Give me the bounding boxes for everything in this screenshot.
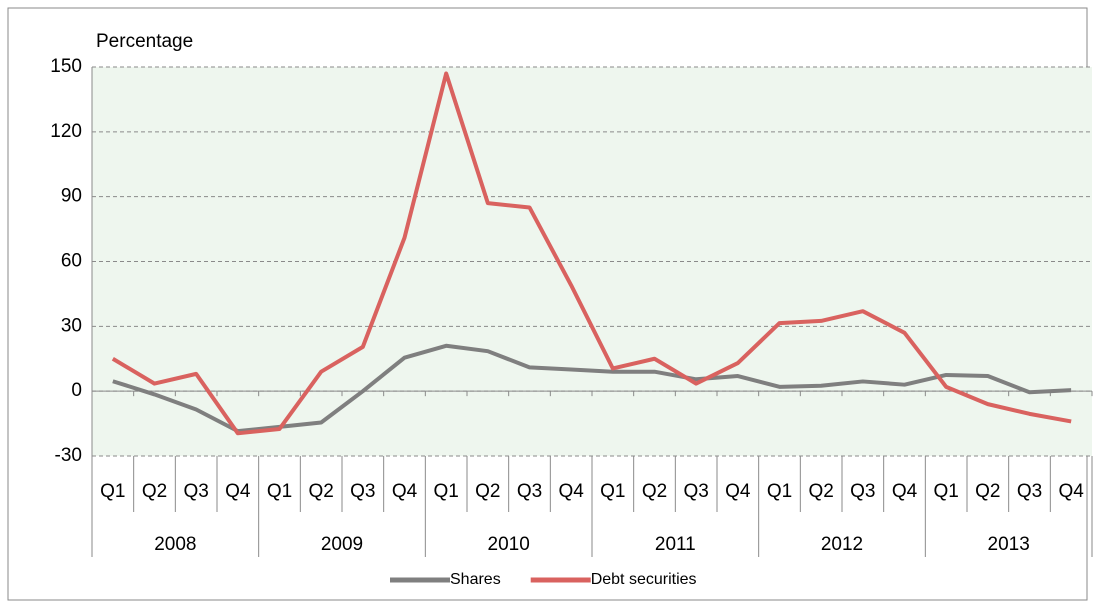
y-tick-label: -30 (55, 445, 82, 466)
line-series (111, 71, 1072, 436)
x-tick-label: Q2 (808, 481, 833, 502)
x-tick-label: Q3 (183, 481, 208, 502)
year-label: 2008 (154, 534, 196, 555)
year-label: 2009 (321, 534, 363, 555)
y-tick-label: 120 (50, 121, 82, 142)
y-tick-label: 30 (61, 315, 82, 336)
x-tick-label: Q4 (558, 481, 584, 502)
x-tick-label: Q2 (642, 481, 667, 502)
x-tick-label: Q4 (892, 481, 918, 502)
line-series (112, 343, 1072, 434)
y-tick-label: 150 (50, 56, 82, 77)
legend-label: Shares (450, 571, 501, 588)
x-tick-label: Q1 (933, 481, 958, 502)
y-axis-label: Percentage (96, 31, 193, 52)
x-tick-label: Q3 (517, 481, 542, 502)
legend-label: Debt securities (591, 571, 697, 588)
y-tick-label: 0 (71, 380, 82, 401)
x-tick-label: Q4 (225, 481, 251, 502)
x-tick-label: Q4 (725, 481, 751, 502)
year-label: 2012 (821, 534, 863, 555)
y-tick-label: 90 (61, 186, 82, 207)
x-tick-label: Q1 (600, 481, 625, 502)
x-tick-label: Q2 (308, 481, 333, 502)
x-tick-label: Q3 (350, 481, 375, 502)
year-label: 2011 (655, 534, 696, 555)
y-tick-label: 60 (61, 251, 82, 272)
x-tick-label: Q3 (683, 481, 708, 502)
x-tick-label: Q1 (267, 481, 292, 502)
x-tick-label: Q4 (392, 481, 418, 502)
x-tick-label: Q2 (142, 481, 167, 502)
x-tick-label: Q3 (1017, 481, 1042, 502)
x-tick-label: Q2 (975, 481, 1000, 502)
x-tick-label: Q4 (1058, 481, 1084, 502)
x-tick-label: Q1 (433, 481, 458, 502)
year-label: 2013 (988, 534, 1030, 555)
x-tick-label: Q1 (100, 481, 125, 502)
x-tick-label: Q3 (850, 481, 875, 502)
year-label: 2010 (488, 534, 530, 555)
x-tick-label: Q1 (767, 481, 792, 502)
x-tick-label: Q2 (475, 481, 500, 502)
